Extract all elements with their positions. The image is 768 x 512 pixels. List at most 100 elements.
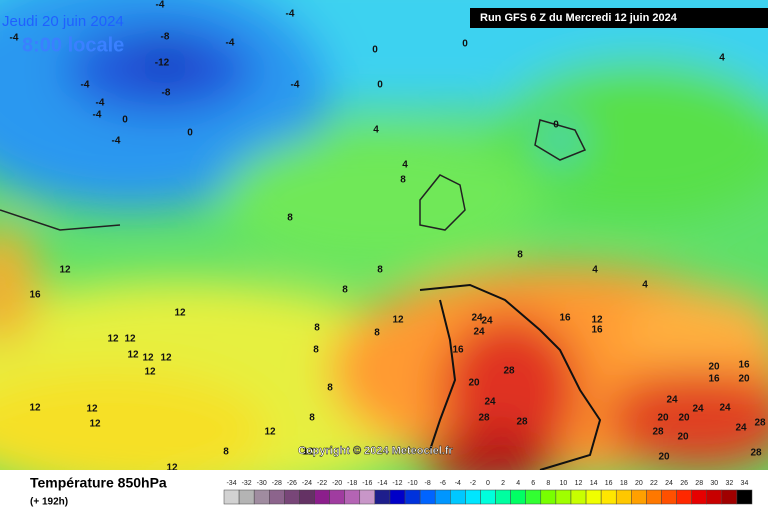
scale-label: -24 bbox=[302, 480, 312, 487]
scale-cell bbox=[223, 489, 240, 505]
contour-label: 12 bbox=[264, 427, 276, 438]
scale-cell bbox=[585, 489, 602, 505]
contour-label: -4 bbox=[112, 136, 121, 147]
contour-label: 16 bbox=[452, 345, 464, 356]
scale-label: 32 bbox=[725, 480, 733, 487]
scale-cell bbox=[706, 489, 723, 505]
contour-label: 12 bbox=[166, 463, 178, 474]
contour-label: -4 bbox=[81, 80, 90, 91]
scale-cell bbox=[525, 489, 542, 505]
scale-label: -14 bbox=[377, 480, 387, 487]
contour-label: 16 bbox=[708, 374, 720, 385]
contour-label: 4 bbox=[373, 125, 379, 136]
contour-label: 28 bbox=[503, 366, 515, 377]
contour-label: 20 bbox=[658, 452, 670, 463]
contour-label: 4 bbox=[642, 280, 648, 291]
scale-cell bbox=[419, 489, 436, 505]
contour-label: 16 bbox=[29, 290, 41, 301]
scale-cell bbox=[480, 489, 496, 505]
scale-cell bbox=[253, 489, 270, 505]
contour-label: 12 bbox=[127, 350, 139, 361]
contour-label: 12 bbox=[144, 367, 156, 378]
contour-label: 16 bbox=[559, 313, 571, 324]
scale-cell bbox=[661, 489, 677, 505]
contour-label: 24 bbox=[666, 395, 678, 406]
contour-label: 8 bbox=[327, 383, 333, 394]
contour-label: 12 bbox=[160, 353, 172, 364]
scale-label: 30 bbox=[710, 480, 718, 487]
scale-label: -6 bbox=[440, 480, 446, 487]
contour-label: 20 bbox=[708, 362, 720, 373]
contour-label: 24 bbox=[692, 404, 704, 415]
scale-label: 24 bbox=[665, 480, 673, 487]
scale-cell bbox=[691, 489, 707, 505]
scale-label: 28 bbox=[695, 480, 703, 487]
scale-cell bbox=[631, 489, 647, 505]
contour-label: 20 bbox=[677, 432, 689, 443]
contour-label: 24 bbox=[484, 397, 496, 408]
contour-label: -4 bbox=[286, 9, 295, 20]
contour-label: 8 bbox=[223, 447, 229, 458]
run: Run GFS 6 Z du Mercredi 12 juin 2024 bbox=[480, 12, 678, 24]
scale-label: 0 bbox=[486, 480, 490, 487]
contour-label: 24 bbox=[719, 403, 731, 414]
contour-label: -4 bbox=[10, 33, 19, 44]
contour-label: 0 bbox=[122, 115, 128, 126]
scale-cell bbox=[344, 489, 361, 505]
scale-label: -20 bbox=[332, 480, 342, 487]
contour-label: 12 bbox=[29, 403, 41, 414]
contour-label: 8 bbox=[313, 345, 319, 356]
coastline bbox=[419, 283, 602, 470]
color-scale: -34 -32 -30 -28 -26 -24 -22 -20 -18 -16 -14 -12 -10-… bbox=[223, 480, 753, 505]
scale-cell bbox=[646, 489, 662, 505]
scale-cell bbox=[540, 489, 557, 505]
contour-label: 12 bbox=[89, 419, 101, 430]
contour-label: 20 bbox=[738, 374, 750, 385]
contour-label: 12 bbox=[59, 265, 71, 276]
contour-label: 16 bbox=[738, 360, 750, 371]
scale-cell bbox=[450, 489, 466, 505]
scale-label: -34 bbox=[226, 480, 236, 487]
footer-title: Température 850hPa bbox=[30, 475, 167, 491]
scale-cell bbox=[510, 489, 526, 505]
scale-cell bbox=[495, 489, 511, 505]
contour-label: 20 bbox=[657, 413, 669, 424]
contour-label: 8 bbox=[400, 175, 406, 186]
scale-label: 6 bbox=[531, 480, 535, 487]
scale-label: -32 bbox=[242, 480, 252, 487]
scale-label: -22 bbox=[317, 480, 327, 487]
lead-time: (+ 192h) bbox=[30, 497, 68, 508]
scale-label: -16 bbox=[362, 480, 372, 487]
scale-label: -4 bbox=[455, 480, 461, 487]
contour-label: 12 bbox=[392, 315, 404, 326]
contour-label: 12 bbox=[124, 334, 136, 345]
contour-label: 4 bbox=[719, 53, 725, 64]
contour-label: -8 bbox=[161, 32, 170, 43]
contour-label: -4 bbox=[96, 98, 105, 109]
contour-label: 12 bbox=[107, 334, 119, 345]
contour-label: 12 bbox=[142, 353, 154, 364]
contour-label: -12 bbox=[155, 58, 170, 69]
scale-label: 4 bbox=[516, 480, 520, 487]
scale-cell bbox=[736, 489, 753, 505]
coastline bbox=[0, 119, 587, 231]
scale-cell bbox=[676, 489, 692, 505]
run-box bbox=[470, 8, 768, 28]
date: Jeudi 20 juin 2024 bbox=[2, 13, 124, 30]
scale-label: 14 bbox=[590, 480, 598, 487]
scale-label: 8 bbox=[546, 480, 550, 487]
contour-label: 4 bbox=[592, 265, 598, 276]
contour-label: 12 bbox=[174, 308, 186, 319]
scale-label: -12 bbox=[392, 480, 402, 487]
contour-label: 12 bbox=[86, 404, 98, 415]
contour-label: -4 bbox=[156, 0, 165, 11]
scale-label: 16 bbox=[605, 480, 613, 487]
scale-label: 10 bbox=[560, 480, 568, 487]
scale-cell bbox=[374, 489, 391, 505]
contour-label: 0 bbox=[187, 128, 193, 139]
contour-label: -8 bbox=[162, 88, 171, 99]
scale-cell bbox=[570, 489, 587, 505]
contour-label: 28 bbox=[754, 418, 766, 429]
